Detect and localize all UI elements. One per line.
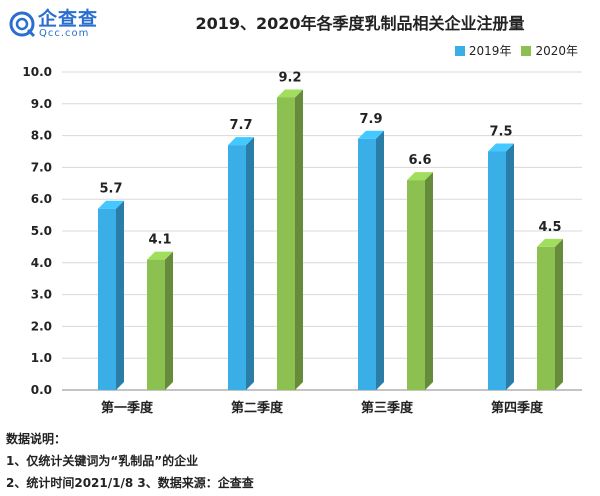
y-tick-label: 3.0 <box>31 288 52 302</box>
legend-label-2019: 2019年 <box>468 44 512 58</box>
logo-site: Qcc.com <box>39 28 90 39</box>
qcc-logo-icon <box>9 11 36 38</box>
bar-top <box>488 143 514 152</box>
bar-chart: 0.0 1.0 2.0 3.0 4.0 5.0 6.0 7.0 8.0 9.0 10.0 5.7 4.1… <box>22 65 582 416</box>
y-tick-label: 4.0 <box>31 256 52 270</box>
y-tick-label: 10.0 <box>22 65 52 79</box>
bar-top <box>147 251 173 260</box>
notes: 数据说明： 1、仅统计关键词为“乳制品”的企业 2、统计时间2021/1/8 3… <box>6 428 254 494</box>
data-label: 6.6 <box>408 153 431 168</box>
y-tick-label: 6.0 <box>31 192 52 206</box>
y-tick-label: 2.0 <box>31 319 52 333</box>
data-label: 7.9 <box>359 112 382 127</box>
notes-line-2: 2、统计时间2021/1/8 3、数据来源：企查查 <box>6 476 254 490</box>
data-label: 9.2 <box>278 70 301 85</box>
bar-top <box>98 200 124 209</box>
bar <box>358 138 376 390</box>
bar-top <box>277 89 303 98</box>
bar-side <box>425 172 433 390</box>
bar-top <box>228 137 254 146</box>
bar-side <box>506 143 514 390</box>
bar-side <box>165 251 173 390</box>
y-tick-label: 0.0 <box>31 383 52 397</box>
notes-heading: 数据说明： <box>6 432 67 446</box>
chart-title: 2019、2020年各季度乳制品相关企业注册量 <box>195 14 525 33</box>
bar-side <box>555 238 563 390</box>
bar-top <box>537 238 563 247</box>
bar-side <box>376 130 384 390</box>
x-tick-label: 第四季度 <box>491 400 544 416</box>
legend-item-2019: 2019年 <box>454 42 512 59</box>
data-label: 7.7 <box>229 118 252 133</box>
bar <box>537 246 555 390</box>
bar <box>407 180 425 390</box>
y-tick-label: 5.0 <box>31 224 52 238</box>
data-label: 5.7 <box>99 182 122 197</box>
legend-label-2020: 2020年 <box>535 44 578 58</box>
logo: 企查查 Qcc.com <box>8 4 128 42</box>
x-tick-label: 第二季度 <box>231 400 284 416</box>
data-label: 4.5 <box>538 220 561 235</box>
x-tick-label: 第一季度 <box>101 400 154 416</box>
chart-legend: 2019年 2020年 <box>454 42 578 59</box>
x-tick-label: 第三季度 <box>361 400 414 416</box>
bar <box>488 151 506 390</box>
legend-item-2020: 2020年 <box>521 42 578 59</box>
bar-side <box>246 137 254 390</box>
bar <box>147 259 165 390</box>
legend-swatch-2019 <box>454 45 465 56</box>
bar-side <box>295 89 303 390</box>
notes-line-1: 1、仅统计关键词为“乳制品”的企业 <box>6 454 199 468</box>
y-tick-label: 9.0 <box>31 97 52 111</box>
bar <box>277 97 295 390</box>
legend-swatch-2020 <box>521 45 532 56</box>
data-label: 7.5 <box>489 125 512 140</box>
y-tick-label: 7.0 <box>31 160 52 174</box>
bar <box>228 145 246 390</box>
y-tick-label: 8.0 <box>31 129 52 143</box>
y-tick-label: 1.0 <box>31 351 52 365</box>
data-label: 4.1 <box>148 233 171 248</box>
logo-name: 企查查 <box>38 8 99 30</box>
bar-top <box>407 172 433 181</box>
bar-top <box>358 130 384 139</box>
bar <box>98 208 116 390</box>
bar-side <box>116 200 124 390</box>
